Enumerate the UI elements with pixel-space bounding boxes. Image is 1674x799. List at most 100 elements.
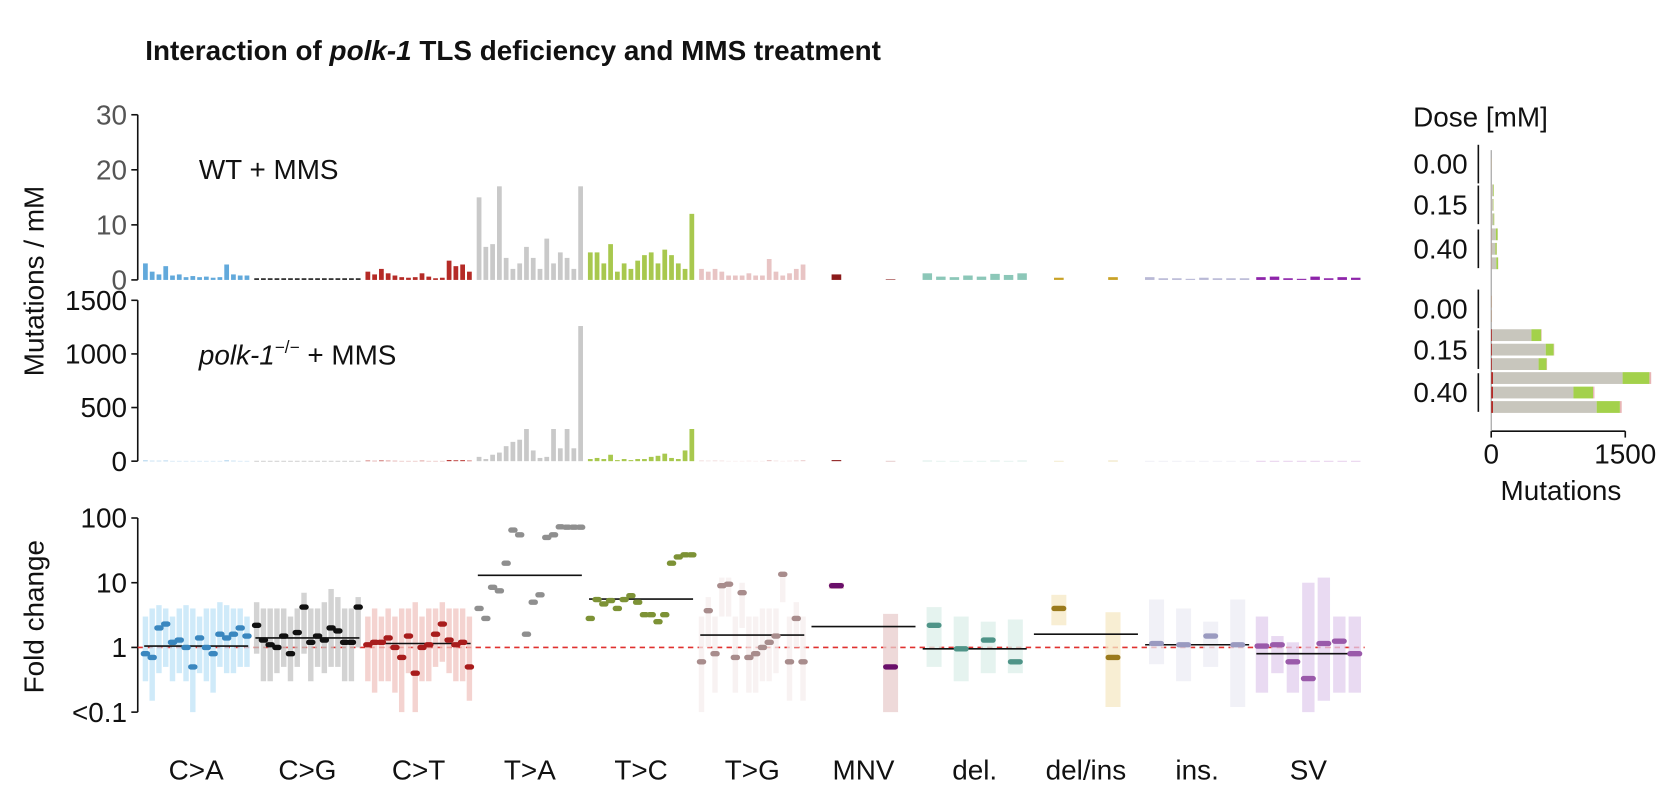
- label-part: polk-1: [198, 340, 275, 371]
- bar: [156, 274, 162, 280]
- bar: [1212, 278, 1223, 280]
- point: [926, 622, 942, 628]
- point: [542, 534, 552, 541]
- point: [575, 524, 586, 530]
- error-bar: [780, 571, 786, 603]
- point: [562, 524, 572, 530]
- point: [154, 625, 164, 631]
- bar: [753, 275, 759, 280]
- bar: [419, 273, 425, 280]
- bar: [587, 459, 593, 462]
- bar: [1351, 277, 1361, 280]
- point: [535, 592, 545, 598]
- y-tick-label: 1: [112, 632, 128, 663]
- bar-segment: [1492, 358, 1539, 371]
- bar: [517, 263, 523, 280]
- bar: [699, 460, 704, 462]
- y-tick-label: <0.1: [72, 697, 127, 728]
- bar: [301, 278, 307, 280]
- bar: [922, 273, 933, 280]
- bar: [530, 257, 536, 280]
- bar: [1337, 277, 1347, 280]
- point: [666, 560, 677, 566]
- point: [208, 651, 218, 657]
- point: [737, 590, 747, 596]
- point: [784, 659, 795, 665]
- bar-segment: [1491, 228, 1496, 241]
- error-bar: [412, 602, 418, 713]
- bar: [483, 459, 489, 462]
- point: [757, 644, 768, 651]
- figure-title: Interaction of polk-1 TLS deficiency and…: [145, 35, 881, 66]
- point: [147, 654, 157, 661]
- point: [828, 582, 844, 589]
- point: [1347, 651, 1363, 657]
- bar-segment: [1493, 213, 1495, 226]
- bar: [689, 428, 695, 462]
- x-tick-label: T>A: [504, 755, 556, 786]
- bar: [392, 275, 398, 280]
- bar: [831, 274, 842, 280]
- x-tick-label: del/ins: [1046, 755, 1127, 786]
- point: [181, 644, 191, 651]
- bar: [426, 276, 432, 280]
- point: [251, 622, 262, 628]
- bar: [587, 252, 593, 280]
- bar-segment: [1493, 386, 1574, 399]
- bar: [760, 275, 765, 280]
- point: [883, 664, 899, 670]
- point: [403, 633, 414, 639]
- bar: [267, 278, 273, 280]
- bar: [372, 274, 377, 280]
- point: [272, 644, 282, 651]
- bar: [446, 260, 452, 280]
- point: [660, 612, 670, 618]
- bar: [689, 213, 695, 280]
- panel-label: WT + MMS: [199, 154, 339, 185]
- point: [353, 604, 363, 610]
- bar: [601, 263, 607, 280]
- point: [508, 527, 518, 533]
- y-tick-label: 1000: [65, 339, 127, 370]
- bar: [261, 278, 266, 280]
- bar: [628, 460, 634, 462]
- bar: [510, 268, 516, 280]
- point: [299, 604, 309, 610]
- bar: [635, 459, 641, 462]
- bar: [719, 271, 725, 280]
- error-bar: [183, 605, 189, 682]
- error-bar: [405, 608, 412, 674]
- bar: [385, 273, 391, 280]
- bar-segment: [1491, 343, 1493, 356]
- bar: [254, 278, 260, 280]
- bar-segment: [1491, 329, 1493, 342]
- title-part: polk-1: [329, 35, 412, 66]
- x-tick-label: 0: [1483, 438, 1499, 469]
- bar: [524, 428, 529, 462]
- bar: [483, 246, 489, 280]
- error-bar: [196, 616, 203, 674]
- panel-label: polk-1−/− + MMS: [198, 337, 397, 371]
- point: [319, 637, 330, 643]
- bar-segment: [1573, 386, 1594, 399]
- y-tick-label: 20: [96, 154, 127, 185]
- bar: [699, 268, 704, 280]
- y-tick-label: 1500: [65, 285, 127, 316]
- error-bar: [926, 607, 942, 667]
- title-part: Interaction of: [145, 35, 329, 66]
- point: [585, 615, 596, 622]
- point: [194, 635, 205, 641]
- point: [417, 644, 427, 651]
- bar: [460, 460, 465, 462]
- error-bar: [1302, 582, 1315, 713]
- bar: [578, 186, 583, 280]
- error-bar: [1007, 619, 1023, 674]
- bar-segment: [1491, 257, 1497, 270]
- bar-segment: [1593, 386, 1595, 399]
- x-tick-label: del.: [952, 755, 997, 786]
- point: [494, 588, 505, 594]
- bar: [149, 271, 155, 280]
- point: [1269, 642, 1285, 648]
- x-tick-label: 1500: [1594, 438, 1656, 469]
- bar: [379, 268, 384, 280]
